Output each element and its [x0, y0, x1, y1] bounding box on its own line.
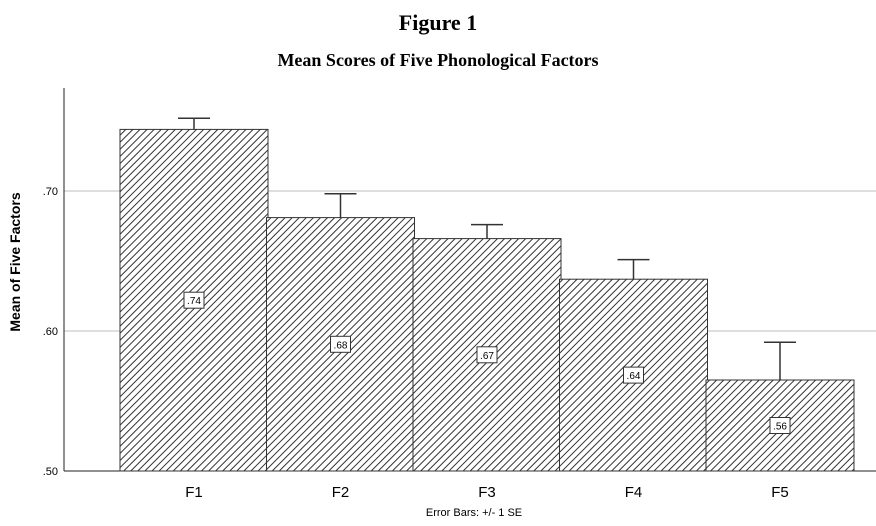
data-label-box — [623, 366, 644, 384]
category-label-f3: F3 — [478, 484, 496, 501]
data-label: .56 — [773, 422, 787, 433]
data-label: .74 — [187, 296, 201, 307]
data-label-box — [476, 346, 498, 364]
y-tick-label: .60 — [43, 326, 58, 338]
data-label-box — [330, 335, 351, 353]
data-label: .68 — [334, 340, 348, 351]
error-bars-footnote: Error Bars: +/- 1 SE — [426, 507, 522, 519]
data-label-box — [769, 417, 791, 434]
category-labels: F1 F2 F3 F4 F5 — [185, 484, 789, 501]
y-tick-label: .50 — [43, 466, 58, 478]
data-label-box — [183, 291, 205, 309]
category-label-f4: F4 — [625, 484, 643, 501]
y-ticks: .50 .60 .70 — [43, 186, 58, 478]
figure-label: Figure 1 — [398, 10, 478, 35]
data-label: .67 — [480, 351, 494, 362]
category-label-f1: F1 — [185, 484, 203, 501]
bars: .74 .68 .67 .64 .56 — [119, 117, 855, 472]
chart-title: Mean Scores of Five Phonological Factors — [277, 50, 599, 70]
data-label: .64 — [627, 371, 641, 382]
category-label-f2: F2 — [332, 484, 350, 501]
category-label-f5: F5 — [771, 484, 789, 501]
y-tick-label: .70 — [43, 186, 58, 198]
y-axis-label: Mean of Five Factors — [7, 192, 23, 331]
